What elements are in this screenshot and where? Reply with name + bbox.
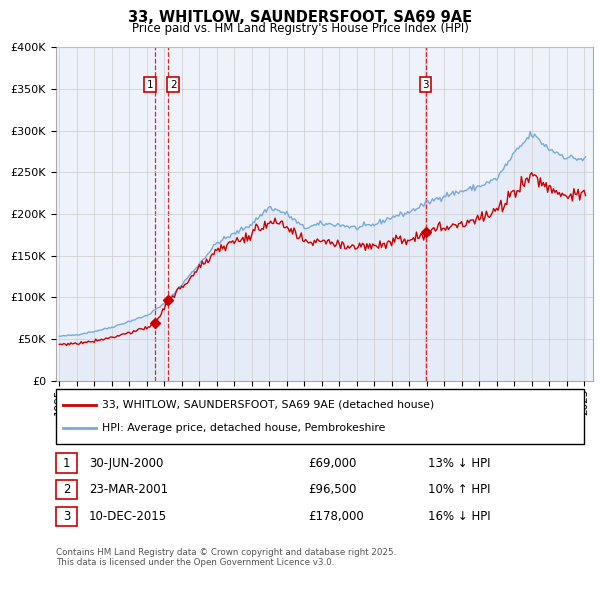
Text: 33, WHITLOW, SAUNDERSFOOT, SA69 9AE: 33, WHITLOW, SAUNDERSFOOT, SA69 9AE: [128, 10, 472, 25]
Bar: [425, 47, 427, 381]
Text: 2: 2: [170, 80, 176, 90]
Text: 23-MAR-2001: 23-MAR-2001: [89, 483, 168, 496]
Text: 33, WHITLOW, SAUNDERSFOOT, SA69 9AE (detached house): 33, WHITLOW, SAUNDERSFOOT, SA69 9AE (det…: [102, 399, 434, 409]
Text: £178,000: £178,000: [308, 510, 364, 523]
Text: £96,500: £96,500: [308, 483, 356, 496]
Text: 3: 3: [422, 80, 429, 90]
Text: 30-JUN-2000: 30-JUN-2000: [89, 457, 163, 470]
Text: £69,000: £69,000: [308, 457, 356, 470]
Text: 16% ↓ HPI: 16% ↓ HPI: [428, 510, 490, 523]
Text: 3: 3: [63, 510, 70, 523]
Text: 2: 2: [63, 483, 70, 496]
Text: 13% ↓ HPI: 13% ↓ HPI: [428, 457, 490, 470]
Text: 1: 1: [63, 457, 70, 470]
Text: 10% ↑ HPI: 10% ↑ HPI: [428, 483, 490, 496]
Text: HPI: Average price, detached house, Pembrokeshire: HPI: Average price, detached house, Pemb…: [102, 424, 385, 434]
Text: 10-DEC-2015: 10-DEC-2015: [89, 510, 167, 523]
Text: 1: 1: [147, 80, 154, 90]
Text: Contains HM Land Registry data © Crown copyright and database right 2025.
This d: Contains HM Land Registry data © Crown c…: [56, 548, 396, 567]
Text: Price paid vs. HM Land Registry's House Price Index (HPI): Price paid vs. HM Land Registry's House …: [131, 22, 469, 35]
